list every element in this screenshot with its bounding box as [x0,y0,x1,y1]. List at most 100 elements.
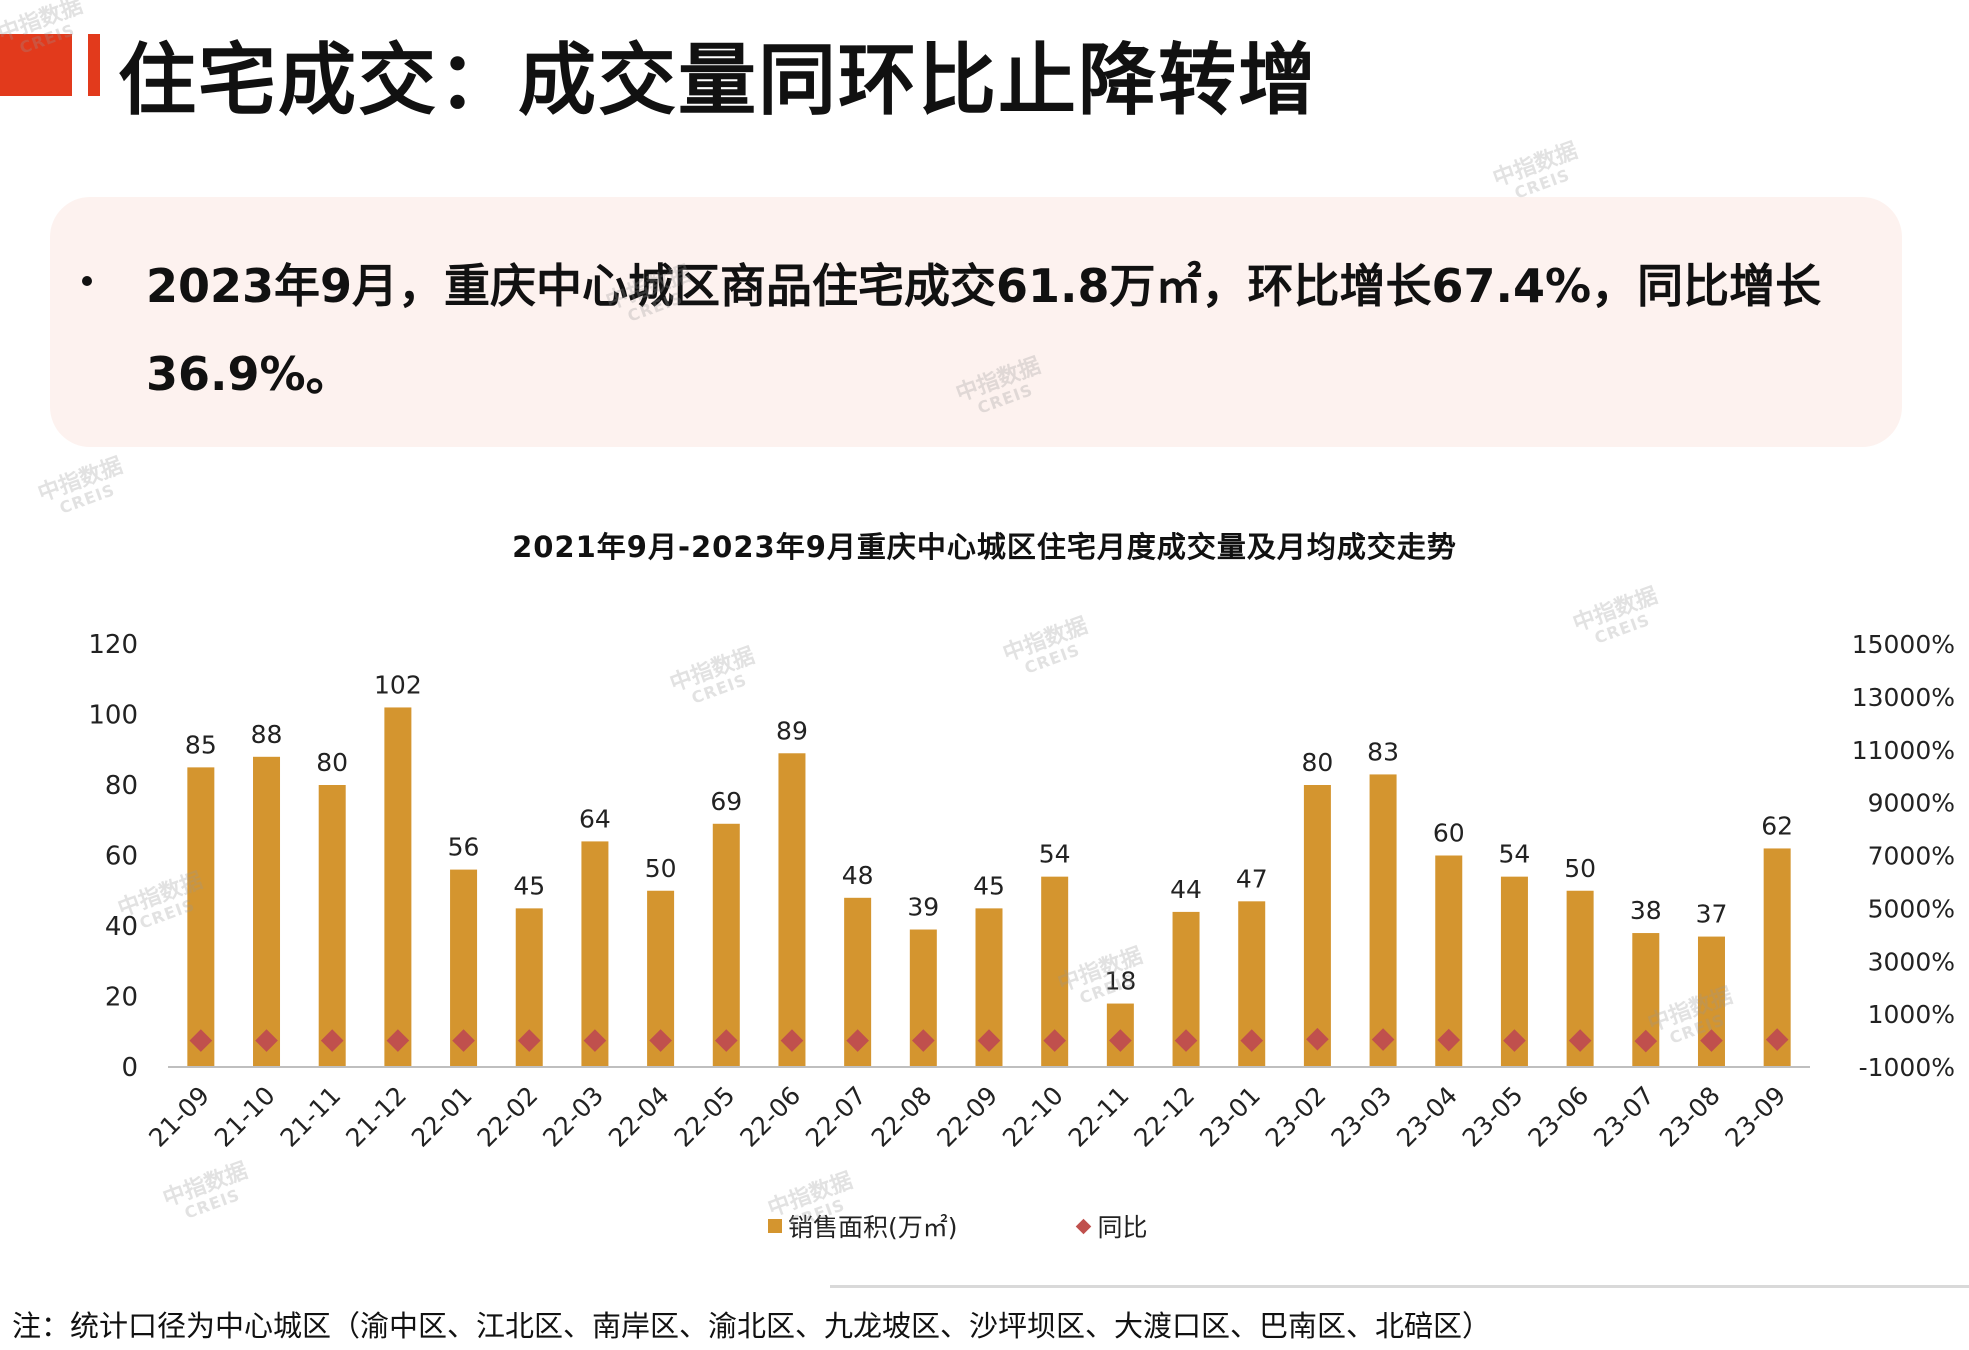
bar-value-label: 54 [1499,840,1531,869]
bar [1369,774,1397,1067]
yoy-marker [977,1029,1001,1052]
bar-value-label: 38 [1630,896,1662,925]
yoy-marker [517,1029,541,1052]
bar-value-label: 45 [513,871,545,900]
bar-value-label: 48 [842,861,874,890]
yoy-marker [846,1029,869,1052]
y-axis-tick-label: 80 [105,771,138,801]
bar-value-label: 85 [185,730,217,759]
yoy-marker [452,1029,475,1052]
x-axis-tick-label: 21-12 [340,1081,412,1153]
yoy-marker [1371,1028,1395,1051]
bar-value-label: 80 [316,748,348,777]
x-axis-tick-label: 22-06 [734,1081,806,1153]
y2-axis-tick-label: 1000% [1868,1000,1955,1029]
legend-item-yoy: 同比 [1075,1208,1148,1244]
x-axis-tick-label: 23-08 [1654,1081,1726,1153]
y-axis-tick-label: 120 [88,630,138,660]
bar [1303,785,1331,1067]
legend-bar-swatch-icon [768,1219,782,1233]
bar-chart: 0 20 40 60 80 100 120 -1000% 1000% 3000% 5000% 7000… [88,630,1955,1153]
yoy-marker [649,1029,672,1052]
bar-value-label: 50 [1564,854,1596,883]
x-axis-tick-label: 23-01 [1194,1081,1266,1153]
legend-label-area: 销售面积(万㎡) [788,1213,958,1242]
x-axis-tick-label: 22-05 [669,1081,741,1153]
bar-value-label: 88 [251,720,283,749]
watermark-en: CREIS [56,480,118,518]
y-axis-tick-label: 60 [105,842,138,872]
y2-axis-tick-label: 5000% [1868,894,1955,923]
footnote: 注：统计口径为中心城区（渝中区、江北区、南岸区、渝北区、九龙坡区、沙坪坝区、大渡… [12,1309,1492,1343]
legend-diamond-swatch-icon [1075,1218,1091,1234]
x-axis-tick-label: 22-02 [472,1081,544,1153]
x-axis-tick-label: 22-01 [406,1081,478,1153]
bar-value-label: 80 [1301,748,1333,777]
x-axis-tick-label: 22-08 [866,1081,938,1153]
summary-text: 2023年9月，重庆中心城区商品住宅成交61.8万㎡，环比增长67.4%，同比增… [146,259,1822,401]
bar-value-label: 69 [710,787,742,816]
x-axis-tick-label: 22-12 [1128,1081,1200,1153]
page-title: 住宅成交：成交量同环比止降转增 [118,36,1319,126]
x-axis-tick-label: 23-05 [1457,1081,1529,1153]
yoy-marker [1634,1029,1658,1053]
x-axis-tick-label: 23-09 [1720,1081,1792,1153]
y2-axis-tick-label: 13000% [1852,683,1955,712]
yoy-marker [386,1029,410,1052]
bar-value-label: 54 [1039,840,1071,869]
bar [778,753,806,1067]
title-accent-bar-thin [88,34,100,96]
yoy-marker [1503,1029,1526,1052]
chart-title: 2021年9月-2023年9月重庆中心城区住宅月度成交量及月均成交走势 [512,530,1457,564]
yoy-marker [1240,1029,1264,1052]
bar [253,756,281,1067]
yoy-marker [1568,1029,1592,1052]
bar-value-label: 60 [1433,819,1465,848]
x-axis-tick-label: 23-02 [1260,1081,1332,1153]
bar [187,767,215,1067]
bar-value-label: 39 [907,893,939,922]
y-axis-tick-label: 100 [88,701,138,731]
x-axis-tick-label: 23-07 [1588,1081,1660,1153]
bar-value-label: 45 [973,871,1005,900]
x-axis-tick-label: 21-10 [209,1081,281,1153]
y2-axis-tick-label: 15000% [1852,630,1955,659]
bar-value-label: 47 [1236,864,1268,893]
yoy-marker [320,1029,344,1052]
yoy-marker [1700,1029,1723,1052]
bar [712,823,740,1067]
yoy-marker [912,1029,935,1052]
x-axis-tick-label: 22-09 [931,1081,1003,1153]
summary-card [50,197,1902,447]
bar [384,707,412,1067]
x-axis-tick-label: 23-03 [1325,1081,1397,1153]
chart-legend: 销售面积(万㎡) 同比 [768,1208,1148,1244]
y-axis-tick-label: 20 [105,983,138,1013]
y-axis-tick-label: 0 [121,1053,138,1083]
x-axis-tick-label: 23-06 [1522,1081,1594,1153]
bar-value-label: 18 [1104,967,1136,996]
y2-axis-tick-label: 11000% [1852,736,1955,765]
legend-item-area: 销售面积(万㎡) [768,1208,958,1244]
y2-axis-tick-label: 7000% [1868,842,1955,871]
bar-value-label: 102 [374,670,422,699]
y2-axis-tick-label: 9000% [1868,789,1955,818]
x-axis-tick-label: 22-07 [800,1081,872,1153]
x-axis-tick-label: 21-09 [143,1081,215,1153]
footer-divider [830,1285,1969,1288]
bar-value-label: 37 [1696,900,1728,929]
x-axis-tick-label: 21-11 [275,1081,347,1153]
x-axis-tick-label: 23-04 [1391,1081,1463,1153]
bar-value-label: 89 [776,716,808,745]
yoy-marker [583,1029,607,1052]
bar-value-label: 64 [579,804,611,833]
yoy-marker [780,1029,804,1052]
yoy-marker [1174,1029,1198,1052]
x-axis-tick-label: 22-10 [997,1081,1069,1153]
yoy-marker [714,1029,738,1052]
x-axis-tick-label: 22-11 [1063,1081,1135,1153]
bullet-icon [82,276,92,286]
yoy-marker [1043,1029,1066,1052]
bar-value-label: 50 [645,854,677,883]
y2-axis-tick-label: 3000% [1868,947,1955,976]
